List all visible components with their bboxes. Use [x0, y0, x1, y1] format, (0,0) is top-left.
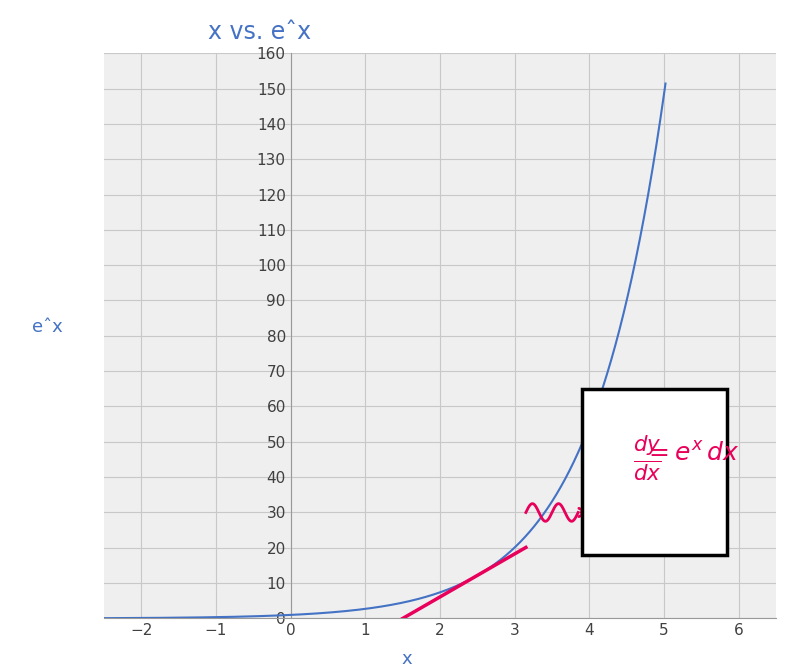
- Text: $\frac{dy}{dx}$: $\frac{dy}{dx}$: [633, 433, 662, 483]
- Text: x: x: [401, 650, 412, 665]
- Text: $= e^x\,dx$: $= e^x\,dx$: [645, 442, 739, 466]
- Text: x vs. eˆx: x vs. eˆx: [208, 21, 311, 45]
- Y-axis label: eˆx: eˆx: [31, 318, 62, 336]
- Bar: [582, 389, 727, 555]
